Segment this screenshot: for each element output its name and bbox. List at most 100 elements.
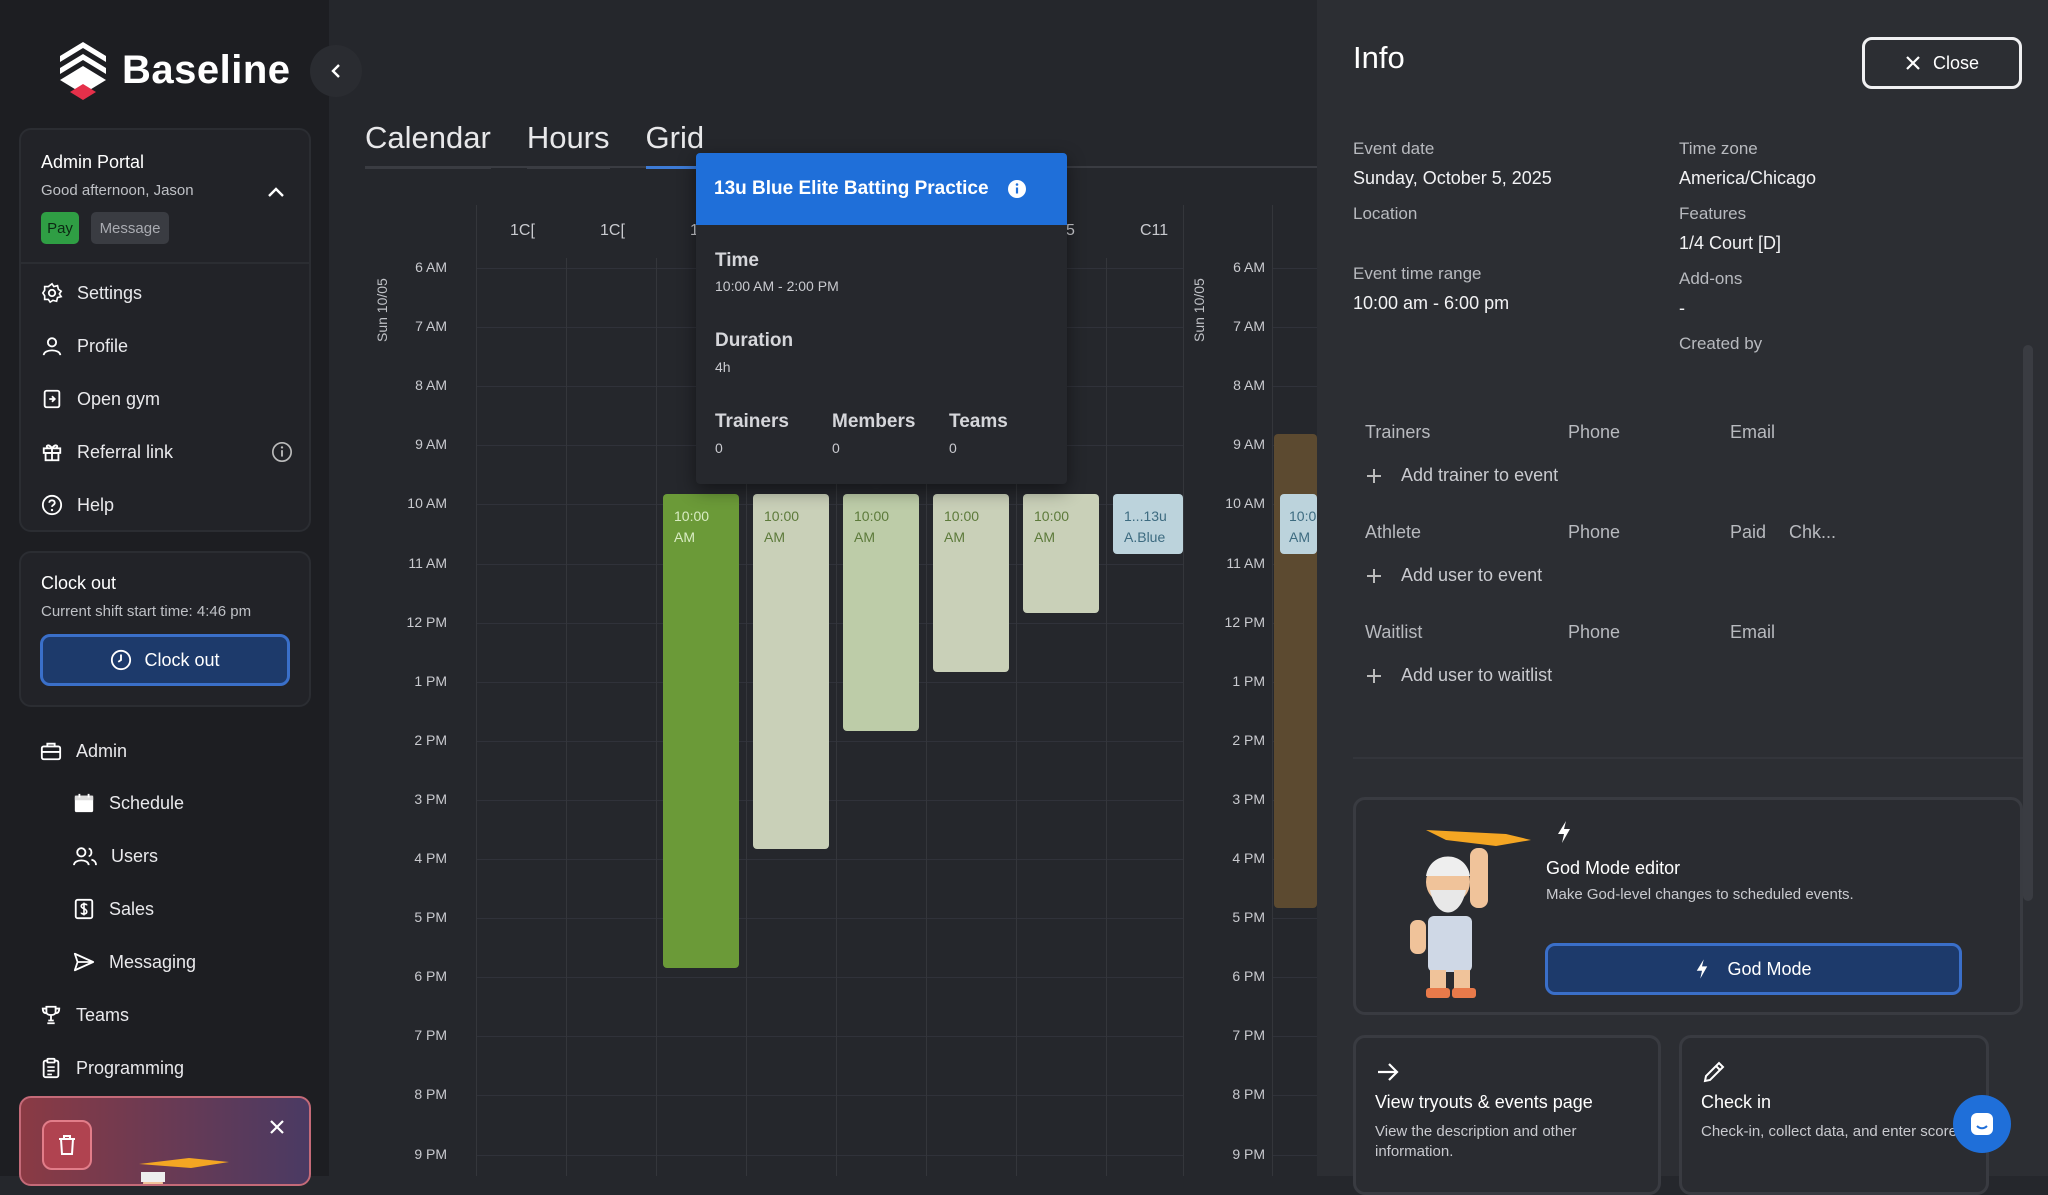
admin-portal-card: Admin Portal Good afternoon, Jason Pay M… <box>19 128 311 532</box>
close-button[interactable]: Close <box>1862 37 2022 89</box>
bolt-icon <box>1697 959 1708 979</box>
add-user-button[interactable]: Add user to event <box>1365 565 1542 586</box>
pencil-icon <box>1703 1061 1725 1083</box>
view-tryouts-card[interactable]: View tryouts & events page View the desc… <box>1353 1035 1661 1195</box>
info-icon[interactable] <box>1007 179 1027 199</box>
time-label: 7 PM <box>1232 1027 1265 1044</box>
nav-label: Users <box>111 845 159 866</box>
tab-calendar[interactable]: Calendar <box>365 120 491 169</box>
members-label: Members <box>832 411 916 432</box>
nav-messaging[interactable]: Messaging <box>73 951 196 973</box>
email-column-header: Email <box>1730 622 1776 642</box>
menu-item-help[interactable]: Help <box>41 494 114 516</box>
grid-row-line <box>476 859 1183 860</box>
time-label: 11 AM <box>1226 554 1265 571</box>
addons-value: - <box>1679 298 1685 318</box>
brand-logo[interactable]: Baseline <box>58 40 291 100</box>
nav-programming[interactable]: Programming <box>40 1057 184 1079</box>
nav-schedule[interactable]: Schedule <box>73 792 184 814</box>
tab-hours[interactable]: Hours <box>526 120 610 169</box>
menu-item-profile[interactable]: Profile <box>41 335 128 357</box>
event-block-selected[interactable]: 10:00 AM <box>843 494 919 731</box>
grid-row-line <box>476 977 1183 979</box>
grid-column-line <box>836 258 837 1176</box>
time-label: 7 AM <box>415 318 447 335</box>
divider <box>1353 757 2023 759</box>
check-in-title: Check in <box>1701 1092 1772 1112</box>
event-block[interactable]: 10:00 AM <box>933 494 1009 672</box>
bolt-icon <box>1558 821 1570 843</box>
location-label: Location <box>1353 204 1418 223</box>
members-value: 0 <box>832 440 840 456</box>
delete-toast <box>19 1096 311 1186</box>
event-block[interactable]: 10:00 AM <box>1023 494 1099 613</box>
clock-icon <box>111 649 132 671</box>
nav-label: Schedule <box>109 792 185 813</box>
menu-item-open-gym[interactable]: Open gym <box>41 388 160 410</box>
grid-row-line <box>1272 268 1317 269</box>
popover-title: 13u Blue Elite Batting Practice <box>714 178 989 199</box>
clock-out-button[interactable]: Clock out <box>40 634 290 686</box>
pay-button[interactable]: Pay <box>41 212 79 244</box>
grid-row-line <box>476 1154 1183 1156</box>
event-block[interactable]: 10:00 AM <box>663 494 739 968</box>
collapse-sidebar-button[interactable] <box>310 45 362 97</box>
login-icon <box>43 389 61 409</box>
grid-row-line <box>1272 1154 1317 1156</box>
trainers-value: 0 <box>715 440 723 456</box>
trophy-icon <box>41 1005 61 1025</box>
info-icon[interactable] <box>271 441 293 463</box>
god-mode-subtitle: Make God-level changes to scheduled even… <box>1546 886 1854 903</box>
menu-label: Referral link <box>77 441 174 462</box>
nav-admin[interactable]: Admin <box>40 740 127 762</box>
close-icon[interactable] <box>268 1118 286 1136</box>
dollar-icon <box>74 898 94 920</box>
features-value: 1/4 Court [D] <box>1679 233 1782 253</box>
chat-launcher-button[interactable] <box>1953 1095 2011 1153</box>
add-waitlist-button[interactable]: Add user to waitlist <box>1365 665 1552 686</box>
menu-label: Open gym <box>77 388 161 409</box>
menu-label: Settings <box>77 282 143 303</box>
nav-users[interactable]: Users <box>73 845 158 867</box>
plus-icon <box>1367 568 1381 583</box>
clock-out-card: Clock out Current shift start time: 4:46… <box>19 551 311 707</box>
god-mode-button[interactable]: God Mode <box>1545 943 1962 995</box>
event-block[interactable]: 10:0 AM <box>1280 494 1317 554</box>
nav-teams[interactable]: Teams <box>40 1004 129 1026</box>
menu-item-settings[interactable]: Settings <box>41 282 142 304</box>
check-in-card[interactable]: Check in Check-in, collect data, and ent… <box>1679 1035 1989 1195</box>
chevron-up-icon[interactable] <box>267 186 285 198</box>
grid-column-line <box>1183 205 1184 1176</box>
tab-grid[interactable]: Grid <box>645 120 705 169</box>
time-label: 5 PM <box>1232 909 1265 926</box>
menu-item-referral-link[interactable]: Referral link <box>41 441 293 463</box>
grid-column-line <box>476 205 477 1176</box>
time-label: 12 PM <box>406 613 447 630</box>
message-button[interactable]: Message <box>91 212 169 244</box>
add-trainer-button[interactable]: Add trainer to event <box>1365 465 1558 486</box>
time-zone-value: America/Chicago <box>1679 168 1817 188</box>
grid-row-line <box>476 504 1183 506</box>
event-time-period: AM <box>944 529 965 545</box>
event-block[interactable]: 10:00 AM <box>753 494 829 849</box>
gear-icon <box>41 282 63 304</box>
trash-button[interactable] <box>42 1120 92 1170</box>
event-block[interactable]: 1...13u A.Blue <box>1113 494 1183 554</box>
time-label: 5 PM <box>414 909 447 926</box>
scrollbar-thumb[interactable] <box>2023 345 2033 901</box>
grid-row-line <box>1272 918 1317 920</box>
time-label: 4 PM <box>1232 850 1265 866</box>
time-label: 6 AM <box>1233 259 1265 275</box>
time-label: 6 AM <box>415 259 447 275</box>
time-zone-label: Time zone <box>1679 139 1758 158</box>
nav-sales[interactable]: Sales <box>73 898 154 920</box>
users-icon <box>73 847 97 866</box>
event-time-period: AM <box>764 529 785 545</box>
calendar-icon <box>74 793 94 813</box>
time-value: 10:00 AM - 2:00 PM <box>715 278 839 294</box>
zeus-illustration-icon <box>1410 830 1531 998</box>
grid-column-line <box>926 258 927 1176</box>
add-waitlist-label: Add user to waitlist <box>1401 665 1553 685</box>
event-time-period: AM <box>1289 529 1310 545</box>
grid-row-line <box>476 1036 1183 1038</box>
